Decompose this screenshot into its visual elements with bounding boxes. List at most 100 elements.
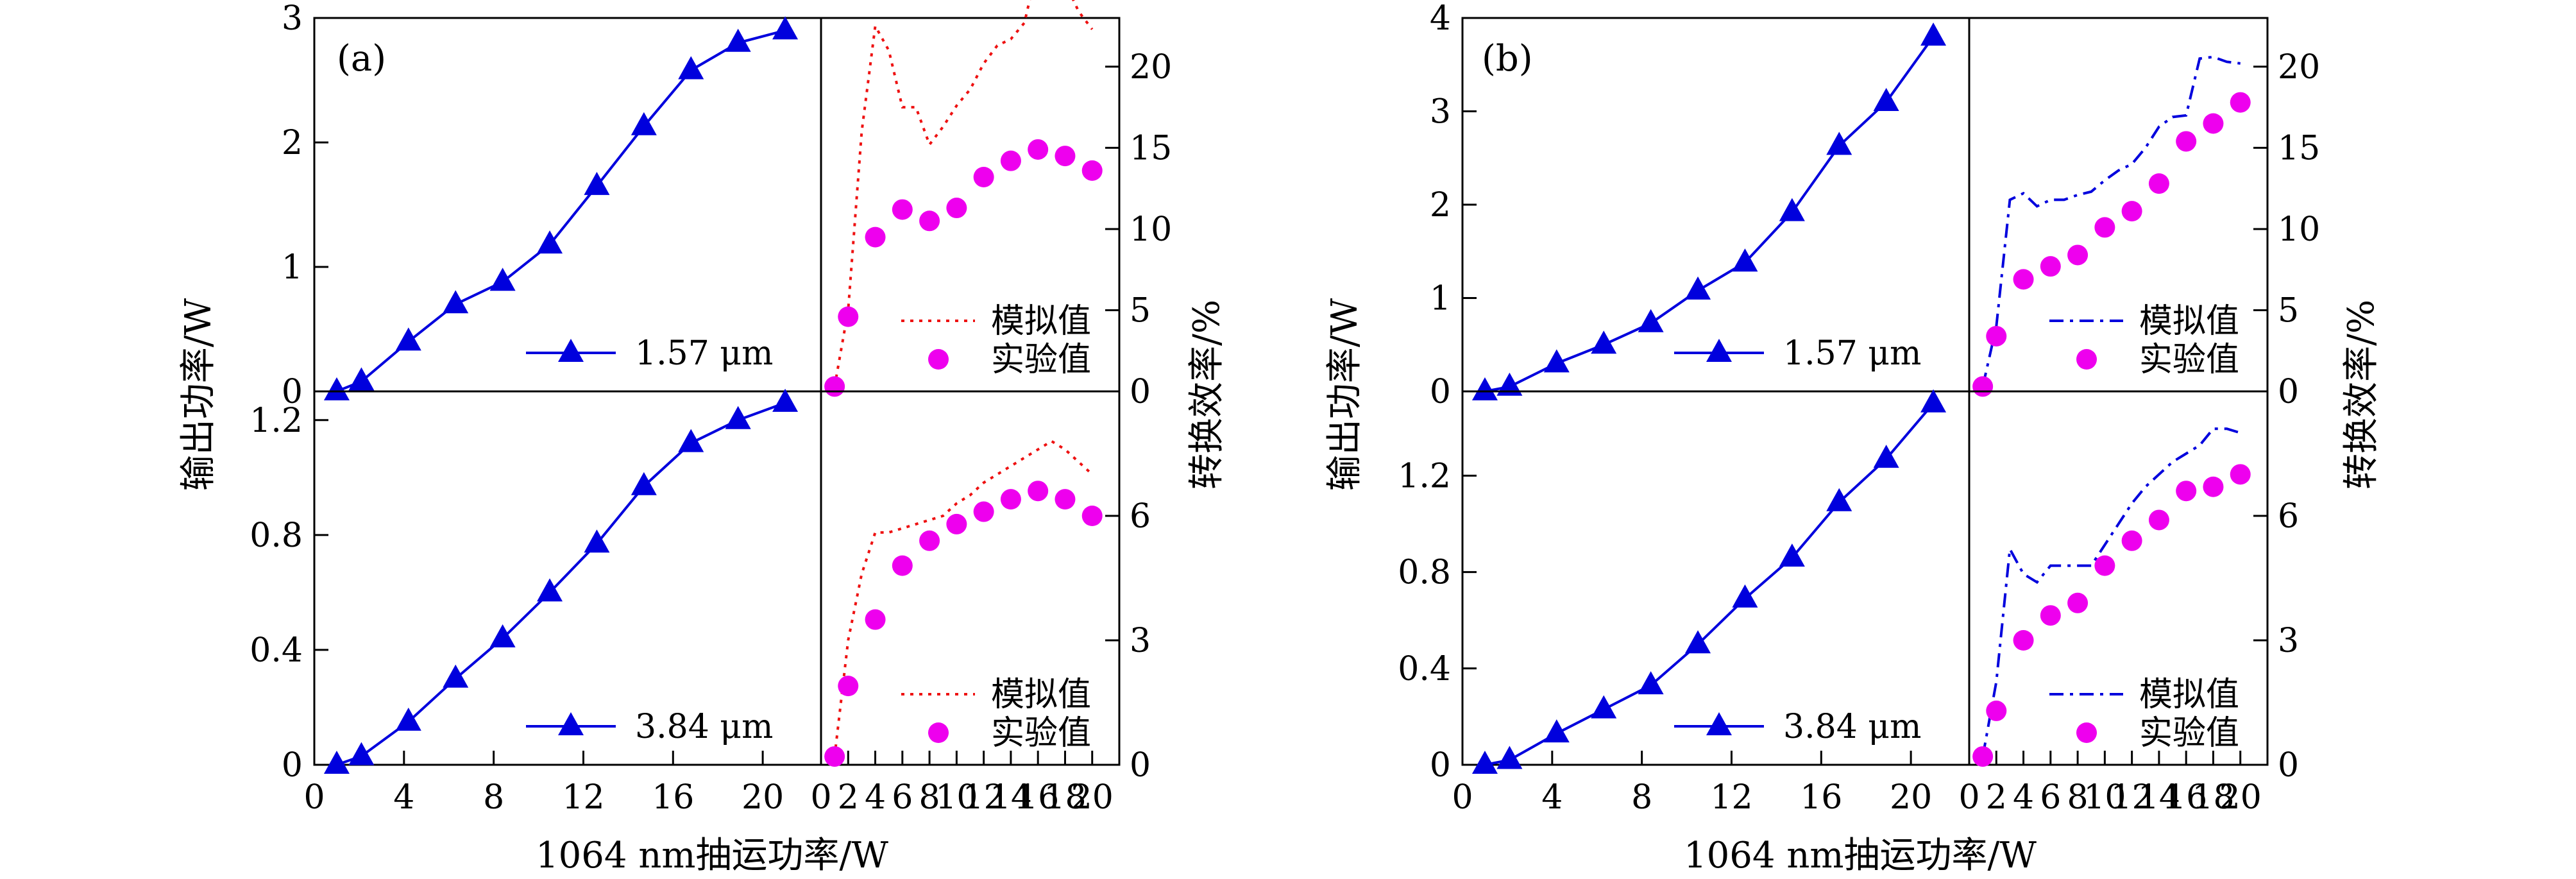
subplot-0: 0 1 2 3 1.57 μm (282, 0, 822, 411)
plot-frame (820, 390, 1121, 766)
experiment-point (865, 226, 886, 248)
simulation-line (1981, 55, 2241, 387)
x-tick-label: 20 (741, 778, 784, 817)
experiment-point (1028, 139, 1049, 160)
experiment-point (919, 210, 940, 232)
y-tick-label: 10 (1130, 210, 1172, 249)
triangle-marker (443, 290, 469, 314)
legend-label: 3.84 μm (635, 708, 773, 746)
triangle-marker (1779, 198, 1805, 221)
triangle-marker (348, 367, 375, 391)
triangle-marker (323, 377, 350, 400)
panel-a-right-y-axis-label: 转换效率/% (1186, 300, 1228, 490)
experiment-point (838, 676, 859, 697)
y-tick-label: 0.8 (1398, 554, 1451, 592)
triangle-marker (1920, 22, 1947, 46)
y-tick-label: 10 (2278, 210, 2320, 249)
triangle-marker (631, 112, 657, 135)
x-tick-label: 18 (1044, 778, 1086, 817)
panel-b-label: (b) (1482, 38, 1533, 80)
panel-a-left-y-axis-label: 输出功率/W (178, 298, 219, 491)
legend-experiment-marker (2076, 722, 2097, 743)
experiment-point (2013, 630, 2034, 651)
x-tick-label: 0 (303, 778, 325, 817)
triangle-marker (1471, 751, 1498, 774)
legend-label: 实验值 (991, 341, 1091, 379)
x-tick-label: 8 (2067, 778, 2089, 817)
panel-b-x-axis-label: 1064 nm抽运功率/W (1684, 835, 2037, 876)
triangle-marker (1496, 372, 1523, 396)
y-tick-label: 15 (2278, 129, 2320, 167)
triangle-marker (678, 56, 704, 80)
experiment-point (2040, 256, 2061, 277)
x-tick-label: 16 (1017, 778, 1059, 817)
experiment-point (1081, 506, 1103, 526)
experiment-point (824, 746, 845, 767)
triangle-marker (395, 327, 421, 351)
panel-a-label: (a) (337, 38, 386, 80)
x-tick-label: 10 (935, 778, 978, 817)
x-tick-label: 20 (2219, 778, 2262, 817)
x-tick-label: 20 (1071, 778, 1114, 817)
legend-experiment-marker (2076, 349, 2097, 370)
y-tick-label: 2 (1430, 186, 1451, 225)
x-tick-label: 16 (1800, 778, 1842, 817)
panel-b-right-y-axis-label: 转换效率/% (2341, 300, 2382, 490)
triangle-marker (725, 28, 751, 52)
y-tick-label: 0 (2278, 746, 2299, 785)
x-tick-label: 14 (990, 778, 1032, 817)
y-tick-label: 0 (1130, 373, 1151, 411)
experiment-point (1000, 489, 1021, 510)
x-tick-label: 6 (2040, 778, 2061, 817)
experiment-point (1986, 325, 2007, 346)
triangle-marker (443, 664, 469, 688)
y-tick-label: 5 (2278, 291, 2299, 330)
triangle-marker (772, 388, 799, 412)
triangle-marker (1685, 276, 1711, 300)
x-tick-label: 14 (2138, 778, 2180, 817)
triangle-marker (489, 624, 516, 648)
experiment-point (892, 199, 913, 220)
triangle-marker (537, 578, 563, 602)
y-tick-label: 3 (2278, 622, 2299, 660)
experiment-point (2121, 201, 2142, 222)
panel-a-x-axis-label: 1064 nm抽运功率/W (536, 835, 888, 876)
experiment-point (1081, 160, 1103, 181)
y-tick-label: 1.2 (250, 402, 303, 440)
y-tick-label: 2 (282, 124, 303, 162)
triangle-marker (1732, 248, 1758, 272)
y-tick-label: 1 (282, 248, 303, 287)
x-tick-label: 0 (1958, 778, 1979, 817)
experiment-point (892, 555, 913, 576)
triangle-marker (584, 529, 610, 553)
y-tick-label: 6 (1130, 497, 1151, 536)
subplot-2: 0 0.4 0.8 1.2 0 4 8 12 16 20 3.84 μm (250, 388, 822, 817)
legend-experiment-marker (928, 722, 949, 743)
triangle-marker (631, 472, 657, 495)
legend-label: 实验值 (2139, 341, 2239, 379)
triangle-marker (1873, 87, 1899, 111)
y-tick-label: 5 (1130, 291, 1151, 330)
triangle-marker (1685, 630, 1711, 654)
x-tick-label: 2 (838, 778, 859, 817)
experiment-point (824, 376, 845, 397)
y-tick-label: 0 (1430, 746, 1451, 785)
triangle-marker (1638, 671, 1664, 695)
simulation-line (833, 440, 1094, 757)
experiment-point (2067, 244, 2089, 266)
experiment-point (973, 501, 994, 522)
triangle-marker (1591, 695, 1617, 719)
experiment-point (2094, 217, 2115, 238)
triangle-marker (323, 751, 350, 774)
x-tick-label: 4 (1541, 778, 1563, 817)
y-tick-label: 1.2 (1398, 457, 1451, 495)
experiment-point (2203, 113, 2224, 134)
triangle-marker (725, 405, 751, 429)
triangle-marker (1471, 377, 1498, 400)
triangle-marker (537, 230, 563, 254)
legend-triangle-marker (558, 712, 584, 735)
y-tick-label: 0.4 (1398, 650, 1451, 688)
